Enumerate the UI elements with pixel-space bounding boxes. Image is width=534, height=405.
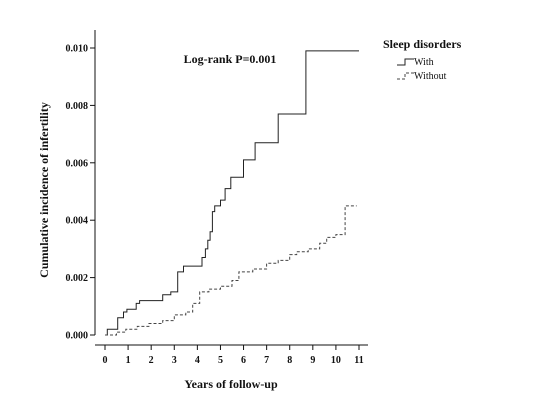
x-tick-label: 5 [218,355,223,366]
legend-label-with: With [414,57,434,68]
x-ticks: 0 1 2 3 4 5 6 7 8 9 10 11 [103,345,364,366]
legend-title: Sleep disorders [383,37,462,51]
y-axis-title: Cumulative incidence of infertility [37,102,51,278]
x-tick-label: 0 [103,355,108,366]
series-line-with [105,50,359,336]
x-tick-label: 4 [195,355,200,366]
legend-swatch-without [397,72,414,80]
x-tick-label: 2 [149,355,154,366]
legend-swatch-with [397,58,414,66]
legend-entry-with: With [397,57,434,68]
series-line-without [105,205,357,336]
x-tick-label: 7 [264,355,269,366]
x-tick-label: 11 [354,355,363,366]
x-tick-label: 3 [172,355,177,366]
x-tick-label: 9 [310,355,315,366]
y-tick-label: 0.004 [66,216,89,227]
series-layer [105,50,359,336]
y-tick-label: 0.002 [66,273,89,284]
legend: Sleep disorders With Without [383,37,462,82]
y-tick-label: 0.000 [66,331,89,342]
y-ticks: 0.000 0.002 0.004 0.006 0.008 0.010 [66,44,95,342]
plot-area: 0.000 0.002 0.004 0.006 0.008 0.010 0 1 2 3 4 5 6 7 8… [66,30,368,366]
x-tick-label: 8 [287,355,292,366]
legend-label-without: Without [414,71,447,82]
x-axis-title: Years of follow-up [184,377,278,391]
y-tick-label: 0.006 [66,158,89,169]
x-tick-label: 1 [126,355,131,366]
x-tick-label: 10 [331,355,341,366]
y-tick-label: 0.008 [66,101,89,112]
legend-entry-without: Without [397,71,447,82]
logrank-annotation: Log-rank P=0.001 [184,52,277,66]
x-tick-label: 6 [241,355,246,366]
y-tick-label: 0.010 [66,44,89,55]
